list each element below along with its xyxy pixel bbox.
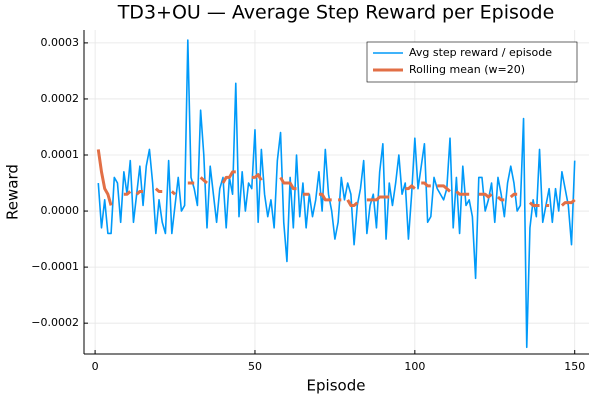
series-line	[97, 39, 576, 349]
y-tick-label: 0.0000	[41, 204, 80, 217]
legend-label: Avg step reward / episode	[409, 46, 552, 59]
legend-label: Rolling mean (w=20)	[409, 63, 525, 76]
x-axis-label: Episode	[307, 377, 366, 395]
series-line	[96, 149, 576, 207]
y-tick-label: 0.0003	[41, 36, 80, 49]
y-tick-label: 0.0002	[41, 92, 80, 105]
y-tick-label: −0.0001	[31, 260, 79, 273]
chart-title: TD3+OU — Average Step Reward per Episode	[117, 2, 555, 24]
x-tick-label: 100	[404, 360, 425, 373]
x-tick-label: 150	[564, 360, 585, 373]
legend-box	[366, 41, 578, 83]
x-tick-label: 50	[248, 360, 262, 373]
y-axis-label: Reward	[4, 164, 22, 220]
y-tick-label: −0.0002	[31, 316, 79, 329]
x-tick-label: 0	[92, 360, 99, 373]
y-tick-label: 0.0001	[41, 148, 80, 161]
